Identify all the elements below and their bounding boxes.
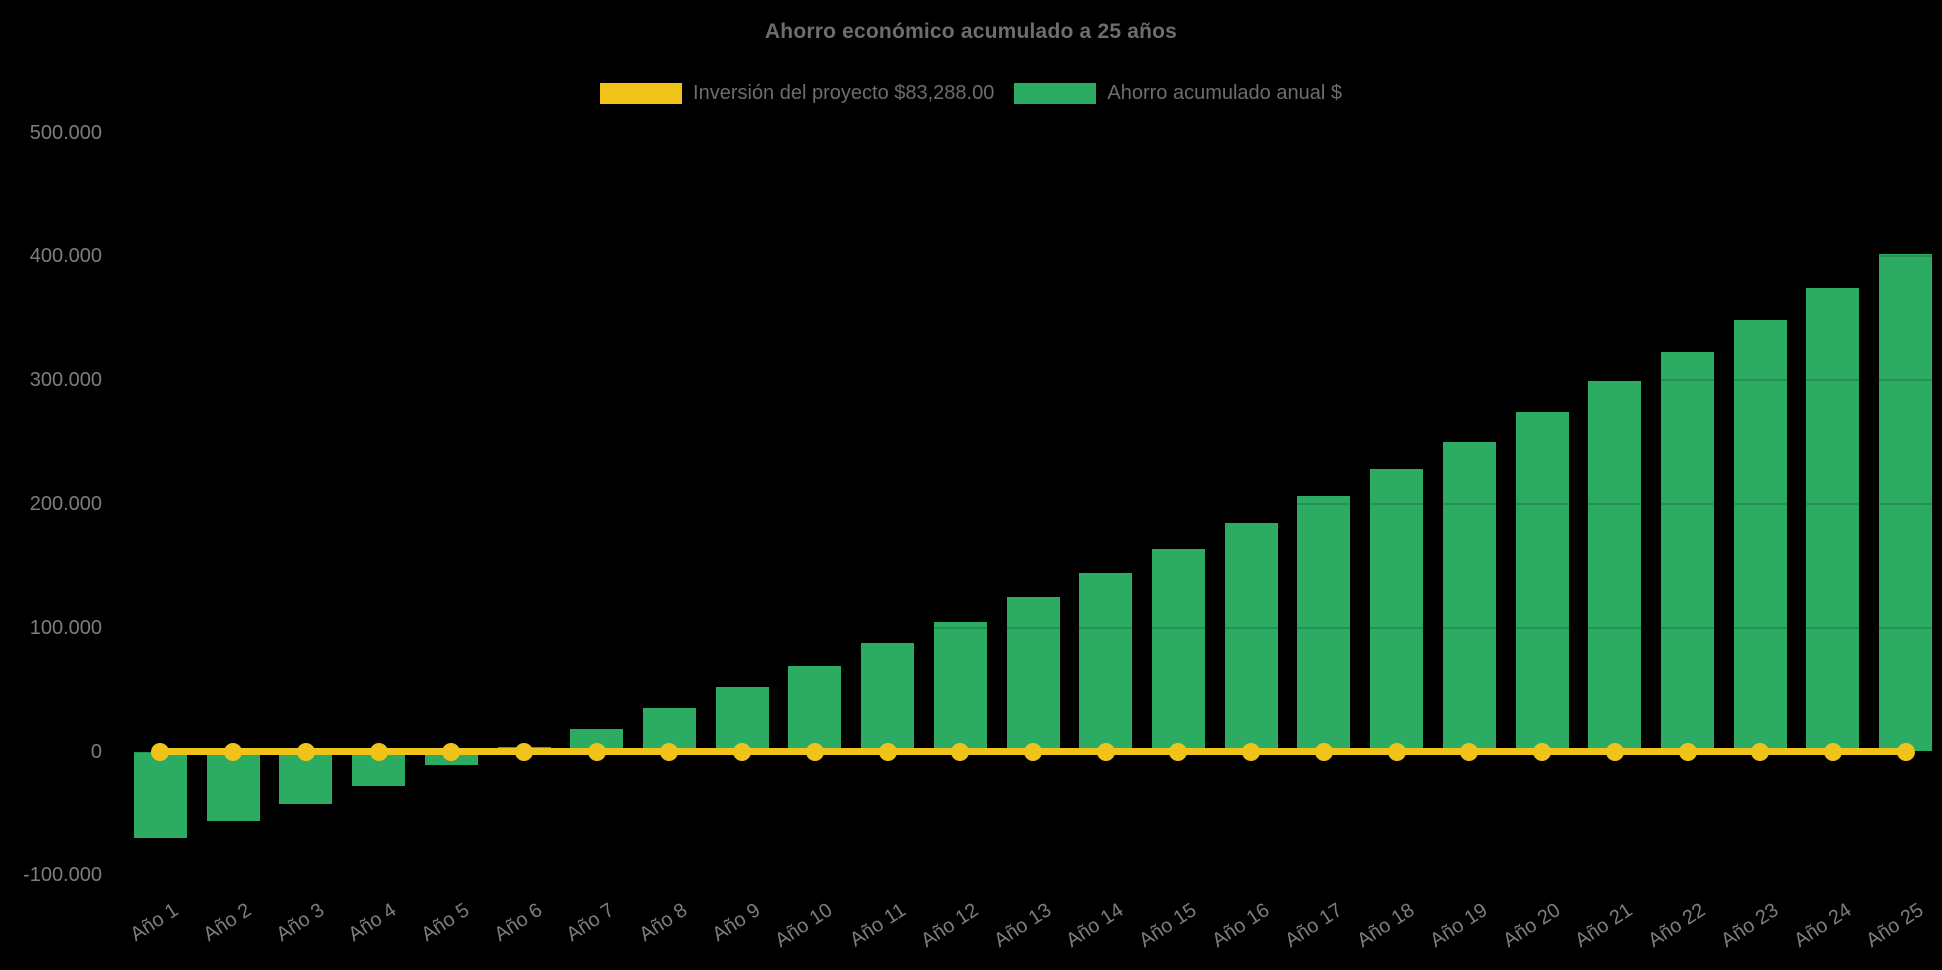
bar-año-13[interactable]: [1006, 597, 1060, 752]
legend-label-ahorro: Ahorro acumulado anual $: [1107, 82, 1342, 104]
bar-año-18[interactable]: [1370, 469, 1424, 752]
legend-item-ahorro[interactable]: Ahorro acumulado anual $: [1014, 82, 1342, 105]
y-axis-tick-300000: 300.000: [29, 369, 102, 392]
x-axis-label-año-4: Año 4: [344, 899, 401, 946]
legend-label-inversion: Inversión del proyecto $83,288.00: [693, 82, 995, 104]
x-axis-label-año-9: Año 9: [708, 899, 765, 946]
x-axis-label-año-22: Año 22: [1644, 899, 1710, 952]
x-axis-label-año-21: Año 21: [1571, 899, 1637, 952]
investment-point-1[interactable]: [151, 742, 170, 761]
x-axis-label-año-5: Año 5: [417, 899, 474, 946]
bar-año-10[interactable]: [788, 666, 842, 752]
investment-point-13[interactable]: [1024, 742, 1042, 761]
bar-año-20[interactable]: [1515, 412, 1569, 752]
investment-point-17[interactable]: [1314, 742, 1333, 761]
gridline-400000: [124, 255, 1942, 258]
x-axis-label-año-17: Año 17: [1280, 899, 1346, 952]
investment-point-11[interactable]: [878, 742, 897, 761]
bar-año-23[interactable]: [1733, 320, 1787, 752]
chart-legend: Inversión del proyecto $83,288.00 Ahorro…: [0, 82, 1942, 105]
bar-año-21[interactable]: [1588, 381, 1642, 752]
x-axis-label-año-18: Año 18: [1353, 899, 1419, 952]
y-axis-tick-100000: 100.000: [29, 616, 102, 639]
gridline-100000: [124, 626, 1942, 629]
investment-point-22[interactable]: [1678, 742, 1697, 761]
x-axis-label-año-2: Año 2: [199, 899, 256, 946]
x-axis-label-año-3: Año 3: [271, 899, 328, 946]
gridline-500000: [124, 131, 1942, 134]
x-axis-label-año-23: Año 23: [1717, 899, 1783, 952]
investment-point-12[interactable]: [951, 742, 970, 761]
bar-año-14[interactable]: [1079, 573, 1133, 752]
bar-año-7[interactable]: [570, 728, 624, 752]
gridline--100000: [124, 874, 1942, 877]
x-axis-label-año-10: Año 10: [771, 899, 837, 952]
x-axis-label-año-12: Año 12: [917, 899, 983, 952]
investment-point-19[interactable]: [1460, 742, 1479, 761]
gridline-300000: [124, 379, 1942, 382]
legend-swatch-ahorro: [1014, 83, 1097, 104]
gridline-200000: [124, 502, 1942, 505]
bar-año-1[interactable]: [133, 751, 187, 838]
investment-point-24[interactable]: [1823, 742, 1842, 761]
bar-año-16[interactable]: [1224, 523, 1278, 752]
bar-año-15[interactable]: [1151, 548, 1205, 752]
bar-año-22[interactable]: [1661, 352, 1714, 752]
investment-point-4[interactable]: [369, 742, 388, 761]
x-axis-label-año-16: Año 16: [1208, 899, 1274, 952]
x-axis-label-año-8: Año 8: [635, 899, 692, 946]
y-axis-tick-200000: 200.000: [29, 492, 102, 515]
investment-point-21[interactable]: [1605, 742, 1624, 761]
x-axis-label-año-11: Año 11: [845, 899, 910, 952]
x-axis-label-año-1: Año 1: [126, 899, 183, 946]
y-axis-tick-0: 0: [90, 740, 102, 763]
investment-point-18[interactable]: [1387, 742, 1406, 761]
x-axis-label-año-13: Año 13: [989, 899, 1055, 952]
bar-año-19[interactable]: [1442, 442, 1496, 752]
investment-point-9[interactable]: [733, 742, 752, 761]
investment-point-8[interactable]: [660, 742, 679, 761]
bar-año-17[interactable]: [1297, 495, 1351, 752]
x-axis-label-año-19: Año 19: [1426, 899, 1492, 952]
bar-año-9[interactable]: [715, 687, 769, 752]
investment-point-25[interactable]: [1896, 742, 1915, 761]
investment-point-23[interactable]: [1751, 742, 1770, 761]
chart-title: Ahorro económico acumulado a 25 años: [764, 20, 1178, 43]
bar-año-12[interactable]: [933, 622, 987, 752]
x-axis-label-año-14: Año 14: [1062, 899, 1128, 952]
bar-año-2[interactable]: [206, 751, 260, 821]
x-axis-label-año-6: Año 6: [490, 899, 546, 946]
investment-point-14[interactable]: [1096, 742, 1115, 761]
y-axis-tick-500000: 500.000: [29, 121, 102, 144]
legend-swatch-inversion: [600, 83, 683, 104]
investment-point-5[interactable]: [442, 742, 461, 761]
legend-item-inversion[interactable]: Inversión del proyecto $83,288.00: [600, 82, 994, 105]
investment-point-6[interactable]: [515, 742, 533, 761]
y-axis-tick--100000: -100.000: [23, 864, 102, 887]
bar-año-25[interactable]: [1879, 253, 1933, 752]
investment-point-15[interactable]: [1169, 742, 1188, 761]
bar-año-11[interactable]: [861, 643, 915, 752]
y-axis-tick-400000: 400.000: [29, 245, 102, 268]
bar-año-24[interactable]: [1806, 287, 1860, 752]
investment-point-10[interactable]: [805, 742, 824, 761]
x-axis-label-año-25: Año 25: [1862, 899, 1928, 952]
investment-point-20[interactable]: [1533, 742, 1551, 761]
investment-point-3[interactable]: [296, 742, 315, 761]
x-axis-label-año-20: Año 20: [1498, 899, 1564, 952]
x-axis-label-año-24: Año 24: [1789, 899, 1855, 952]
x-axis-label-año-15: Año 15: [1135, 899, 1201, 952]
x-axis-label-año-7: Año 7: [562, 899, 619, 946]
investment-point-16[interactable]: [1242, 742, 1261, 761]
investment-point-2[interactable]: [224, 742, 243, 761]
investment-point-7[interactable]: [587, 742, 606, 761]
